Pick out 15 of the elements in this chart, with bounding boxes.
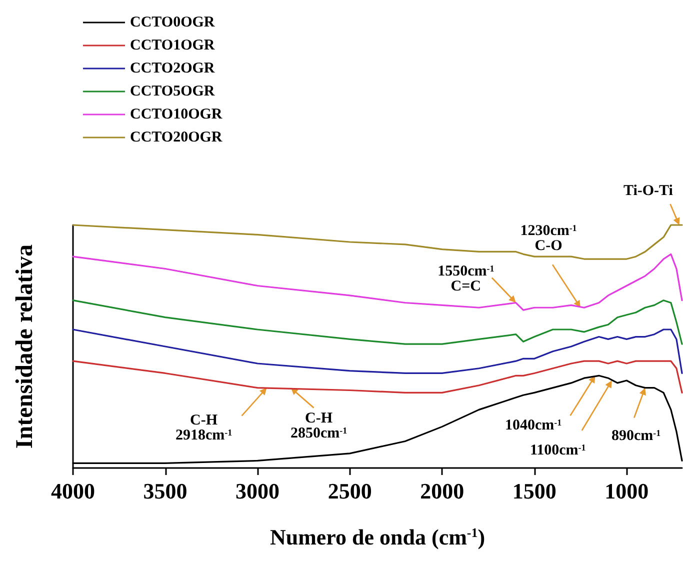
legend-label: CCTO10OGR [130,106,222,122]
y-axis-title: Intensidade relativa [12,244,38,449]
legend-label: CCTO20OGR [130,130,222,146]
legend-label: CCTO5OGR [130,84,215,100]
x-tick-label: 3000 [236,478,280,504]
legend-label: CCTO1OGR [130,38,215,54]
x-tick-label: 4000 [51,478,95,504]
x-tick-label: 1000 [604,478,649,504]
x-tick-label: 1500 [512,478,556,504]
x-tick-label: 3500 [143,478,188,504]
legend-label: CCTO0OGR [130,14,215,30]
x-tick-label: 2000 [420,478,464,504]
annotation: Ti-O-Ti [623,183,673,199]
legend-label: CCTO2OGR [130,60,215,76]
x-tick-label: 2500 [328,478,372,504]
